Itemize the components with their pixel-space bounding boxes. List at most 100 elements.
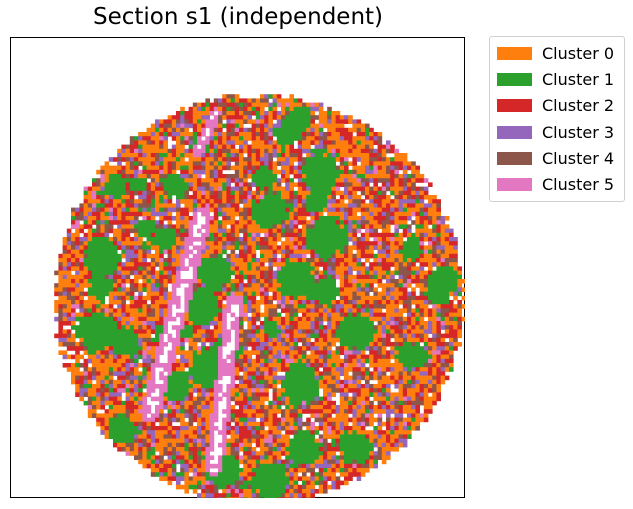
spot-point xyxy=(209,329,215,334)
spot-point xyxy=(171,283,177,288)
spot-point xyxy=(121,358,126,364)
spot-point xyxy=(289,140,294,145)
spot-point xyxy=(117,228,122,234)
spot-point xyxy=(297,262,303,267)
spot-point xyxy=(192,354,198,360)
spot-point xyxy=(251,287,257,292)
spot-point xyxy=(423,325,429,330)
spot-point xyxy=(323,111,328,116)
spot-point xyxy=(344,237,349,242)
spot-point xyxy=(314,274,320,280)
spot-point xyxy=(348,358,353,364)
spot-point xyxy=(411,258,416,263)
spot-point xyxy=(260,224,265,229)
spot-point xyxy=(335,178,341,183)
spot-point xyxy=(276,94,282,99)
spot-point xyxy=(100,346,105,351)
spot-point xyxy=(75,316,80,322)
spot-point xyxy=(201,333,206,339)
spot-point xyxy=(142,186,147,192)
spot-point xyxy=(293,358,299,364)
spot-point xyxy=(163,186,168,192)
spot-point xyxy=(302,119,307,124)
spot-point xyxy=(268,186,273,192)
spot-point xyxy=(415,325,420,330)
spot-point xyxy=(142,245,147,250)
spot-point xyxy=(302,165,307,171)
spot-point xyxy=(243,274,248,280)
spot-point xyxy=(407,232,412,238)
spot-point xyxy=(230,241,236,246)
spot-point xyxy=(201,295,206,301)
spot-point xyxy=(197,186,202,192)
spot-point xyxy=(318,304,324,309)
spot-point xyxy=(176,367,181,372)
spot-point xyxy=(348,316,353,322)
spot-point xyxy=(306,148,311,154)
spot-point xyxy=(369,304,374,309)
spot-point xyxy=(365,258,370,263)
spot-point xyxy=(276,140,282,145)
spot-point xyxy=(222,329,227,334)
spot-point xyxy=(436,325,441,330)
spot-point xyxy=(201,106,206,112)
spot-point xyxy=(239,127,244,133)
spot-point xyxy=(432,312,437,318)
spot-point xyxy=(310,182,315,187)
spot-point xyxy=(360,245,366,250)
spot-point xyxy=(205,136,210,141)
spot-point xyxy=(213,199,219,204)
spot-point xyxy=(121,174,126,179)
spot-point xyxy=(268,94,273,99)
spot-point xyxy=(436,308,441,313)
spot-point xyxy=(323,182,328,187)
spot-point xyxy=(352,354,357,360)
spot-point xyxy=(197,174,202,179)
spot-point xyxy=(293,182,299,187)
spot-point xyxy=(104,333,110,339)
spot-point xyxy=(293,258,299,263)
spot-point xyxy=(201,161,206,166)
spot-point xyxy=(381,321,387,326)
spot-point xyxy=(192,140,198,145)
spot-point xyxy=(323,232,328,238)
spot-point xyxy=(276,228,282,234)
spot-point xyxy=(247,237,252,242)
spot-point xyxy=(234,224,240,229)
spot-point xyxy=(453,266,458,271)
spot-point xyxy=(281,144,286,150)
spot-point xyxy=(419,316,425,322)
spot-point xyxy=(205,262,210,267)
spot-point xyxy=(197,308,202,313)
spot-point xyxy=(226,127,231,133)
spot-point xyxy=(407,346,412,351)
spot-point xyxy=(360,232,366,238)
spot-point xyxy=(234,258,240,263)
spot-point xyxy=(243,140,248,145)
spot-point xyxy=(260,132,265,137)
spot-point xyxy=(134,270,139,276)
spot-point xyxy=(171,337,177,343)
spot-point xyxy=(129,186,135,192)
spot-point xyxy=(272,262,278,267)
spot-point xyxy=(260,295,265,301)
spot-point xyxy=(142,283,147,288)
spot-point xyxy=(335,153,341,158)
spot-point xyxy=(360,274,366,280)
spot-point xyxy=(318,270,324,276)
spot-point xyxy=(209,178,215,183)
spot-point xyxy=(167,161,173,166)
spot-point xyxy=(150,148,156,154)
spot-point xyxy=(390,174,395,179)
spot-point xyxy=(344,253,349,259)
spot-point xyxy=(163,157,168,162)
spot-point xyxy=(108,224,114,229)
spot-point xyxy=(218,249,223,255)
spot-point xyxy=(188,237,194,242)
spot-point xyxy=(318,337,324,343)
spot-point xyxy=(176,237,181,242)
spot-point xyxy=(268,232,273,238)
spot-point xyxy=(381,274,387,280)
spot-point xyxy=(234,325,240,330)
spot-point xyxy=(121,367,126,372)
